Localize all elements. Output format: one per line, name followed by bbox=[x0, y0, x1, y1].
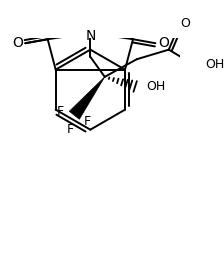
Text: O: O bbox=[180, 17, 190, 30]
Text: F: F bbox=[56, 105, 63, 118]
Polygon shape bbox=[69, 77, 105, 119]
Text: OH: OH bbox=[206, 57, 224, 71]
Text: O: O bbox=[12, 36, 23, 50]
Text: N: N bbox=[85, 29, 95, 43]
Text: F: F bbox=[67, 123, 74, 136]
Text: F: F bbox=[84, 115, 91, 128]
Text: OH: OH bbox=[146, 80, 166, 93]
Text: O: O bbox=[158, 36, 169, 50]
